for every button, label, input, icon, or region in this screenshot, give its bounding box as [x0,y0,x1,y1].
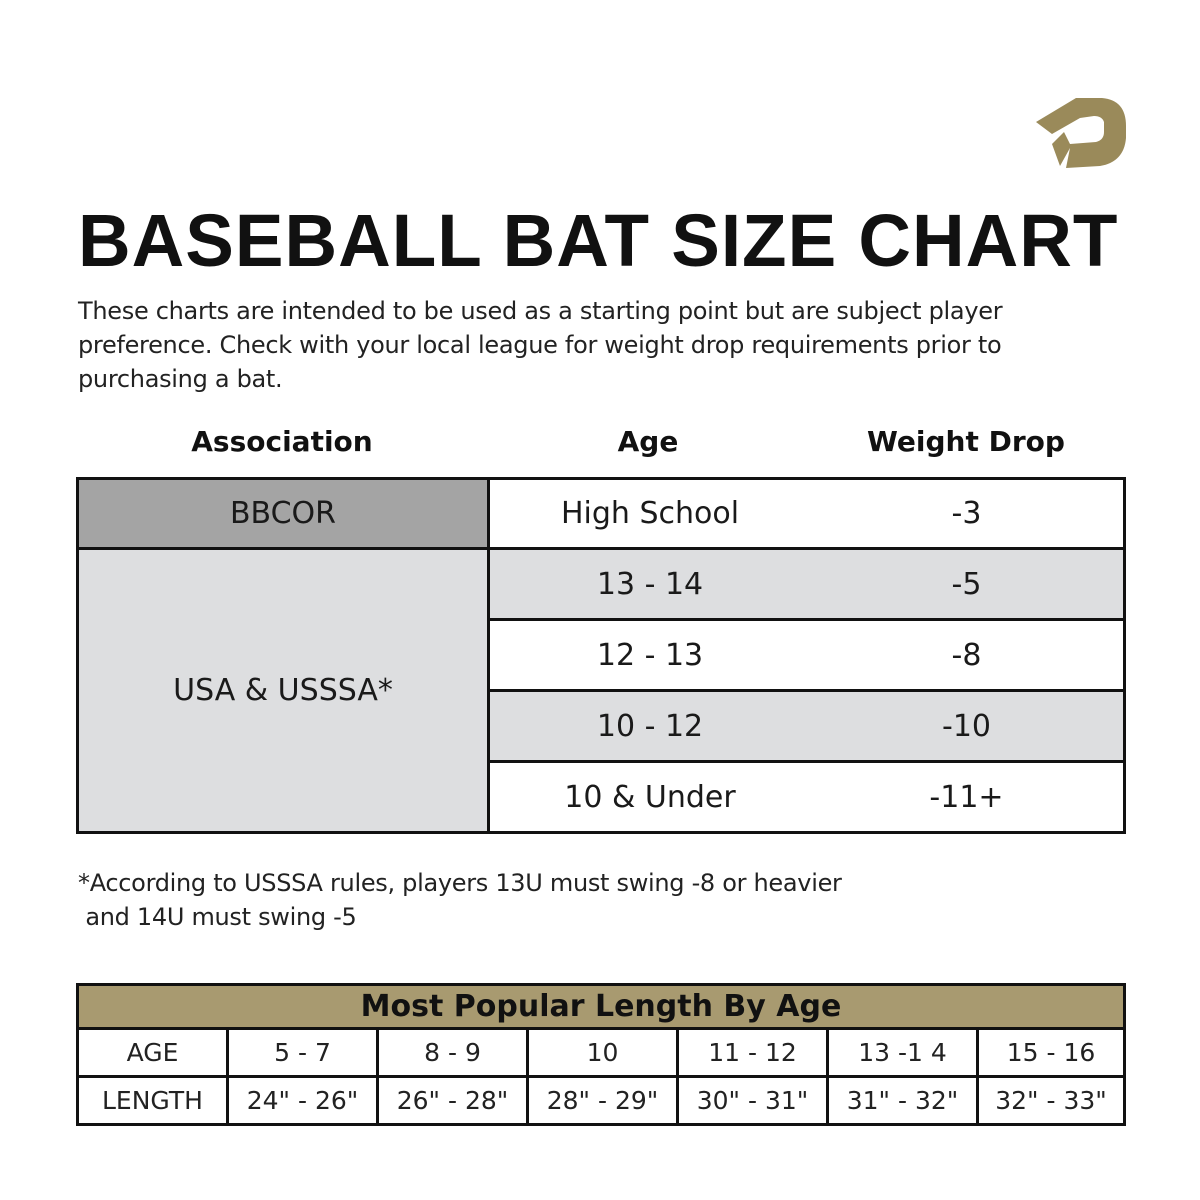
table-row: 12 - 13 -8 [490,621,1123,692]
age-cell: 10 & Under [564,779,736,815]
row-label-age: AGE [79,1030,229,1075]
age-cell: 15 - 16 [1006,1038,1096,1067]
age-cell: 13 -1 4 [829,1030,979,1075]
age-cell: 10 - 12 [596,708,704,744]
column-header-age: Age [617,425,679,458]
page-title: BASEBALL BAT SIZE CHART [78,199,1119,282]
length-cell: 32" - 33" [995,1086,1107,1115]
age-cell: High School [560,496,740,531]
age-cell: 11 - 12 [679,1030,829,1075]
age-row: AGE 5 - 7 8 - 9 10 11 - 12 13 -1 4 15 - … [79,1030,1123,1078]
age-cell: 5 - 7 [229,1030,379,1075]
age-cell: 10 [529,1030,679,1075]
footnote: *According to USSSA rules, players 13U m… [78,869,842,931]
weight-drop-cell: -5 [951,566,982,602]
column-header-association: Association [191,425,373,458]
weight-drop-cell: -11+ [929,779,1004,815]
length-cell: 30" - 31" [679,1078,829,1123]
length-cell: 31" - 32" [829,1078,979,1123]
length-cell: 28" - 29" [529,1078,679,1123]
association-cell-bbcor: BBCOR [79,480,487,550]
weight-drop-cell: -10 [942,708,991,744]
table-row: 13 - 14 -5 [490,550,1123,621]
table-row: 10 - 12 -10 [490,692,1123,763]
length-cell: 24" - 26" [229,1078,379,1123]
table-row: 10 & Under -11+ [490,763,1123,831]
age-cell: 8 - 9 [379,1030,529,1075]
weight-drop-cell: -3 [951,496,982,531]
length-cell: 26" - 28" [379,1078,529,1123]
column-header-weight-drop: Weight Drop [867,425,1065,458]
age-cell: 13 - 14 [596,566,704,602]
column-divider [487,480,490,831]
weight-drop-table: BBCOR USA & USSSA* High School -3 13 - 1… [76,477,1126,834]
length-by-age-table: Most Popular Length By Age AGE 5 - 7 8 -… [76,983,1126,1126]
length-table-title: Most Popular Length By Age [79,986,1123,1030]
weight-drop-cell: -8 [951,637,982,673]
length-row: LENGTH 24" - 26" 26" - 28" 28" - 29" 30"… [79,1078,1123,1123]
age-cell: 12 - 13 [596,637,704,673]
intro-text: These charts are intended to be used as … [78,297,1003,393]
row-label-length: LENGTH [79,1078,229,1123]
association-cell-usa-usssa: USA & USSSA* [79,550,487,831]
table-row: High School -3 [490,480,1123,550]
demarini-d-logo-icon [1036,98,1126,168]
